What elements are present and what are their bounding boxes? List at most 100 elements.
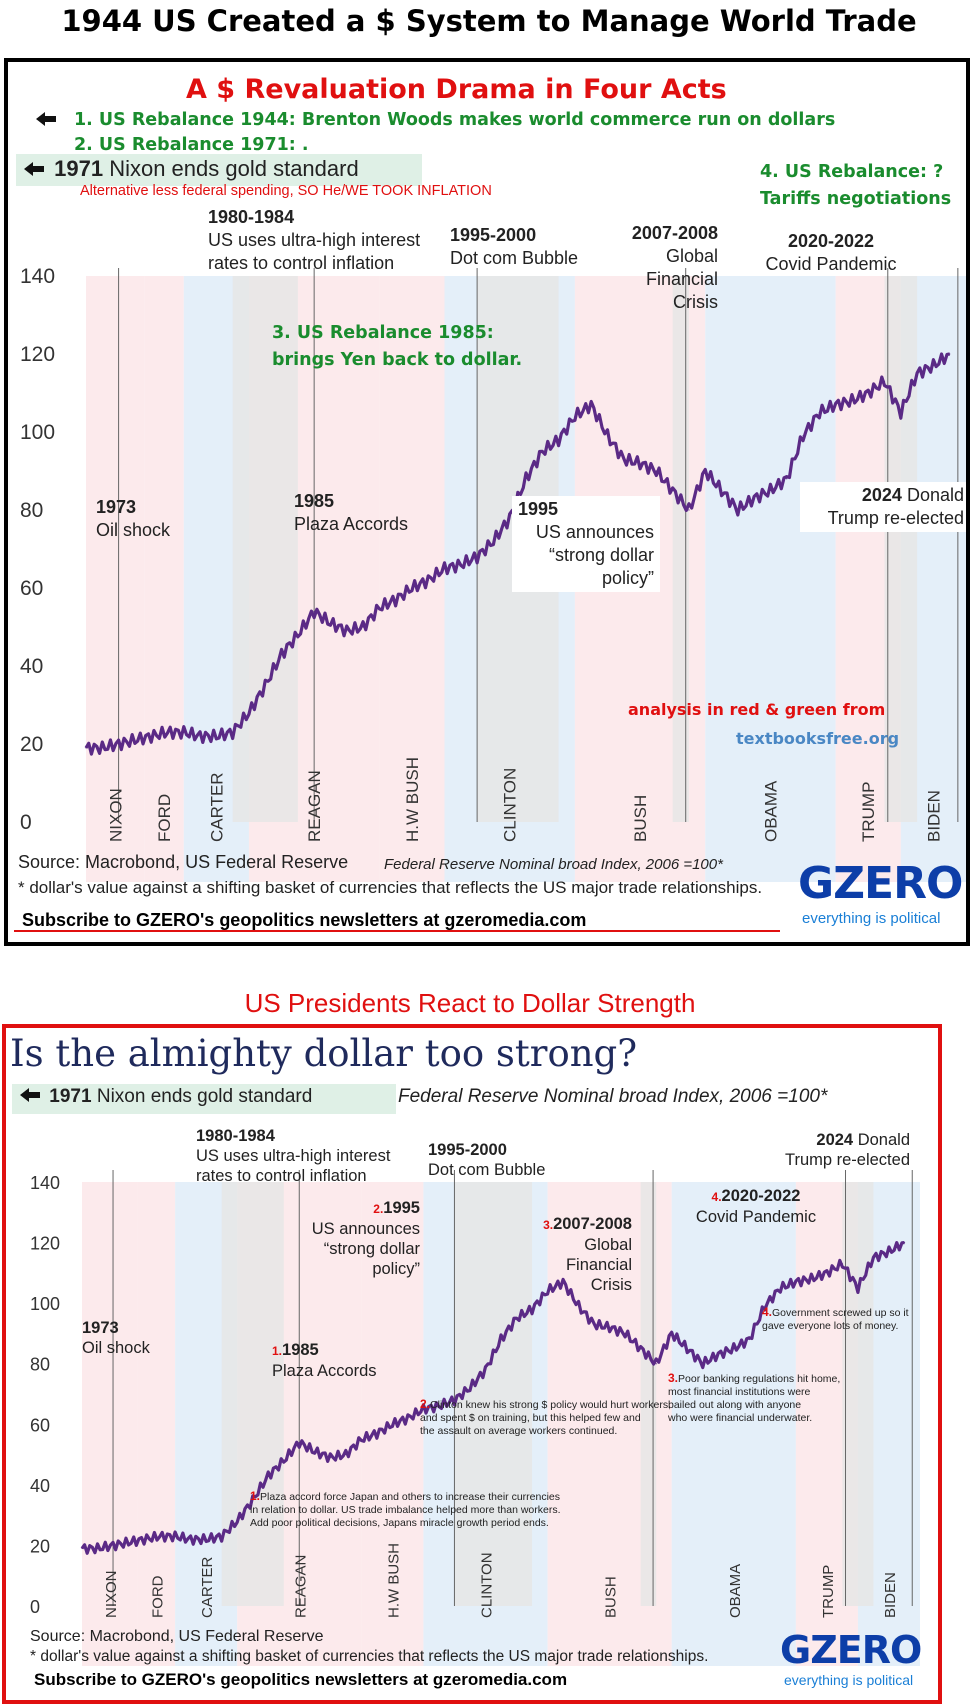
president-label: CLINTON — [501, 768, 520, 842]
data-point — [267, 1475, 269, 1477]
data-point — [949, 353, 951, 355]
data-point — [737, 509, 739, 511]
president-label: NIXON — [103, 1570, 120, 1618]
data-point — [378, 606, 380, 609]
data-point — [174, 1535, 176, 1537]
act3-line1: 3. US Rebalance 1985: — [272, 323, 494, 343]
analysis-site: textbooksfree.org — [736, 729, 900, 748]
c2-anno-1985: 1.1985 Plaza Accords — [272, 1340, 377, 1381]
c2-anno-1973: 1973 Oil shock — [82, 1318, 150, 1358]
anno-1973-year: 1973 — [96, 497, 137, 517]
data-point — [688, 509, 690, 511]
data-point — [134, 739, 136, 741]
data-point — [183, 731, 185, 733]
anno-1995-2000: 1995-2000 Dot com Bubble — [450, 224, 578, 270]
c2-anno-2007-l2: Financial — [565, 1256, 632, 1274]
data-point — [85, 747, 87, 749]
president-band — [144, 276, 184, 882]
c2-anno-1973-text: Oil shock — [82, 1339, 150, 1357]
anno-1995-l2: “strong dollar — [548, 545, 654, 565]
president-label: FORD — [149, 1575, 166, 1618]
c2-anno-1995-year: 1995 — [383, 1199, 420, 1217]
data-point — [360, 1438, 362, 1441]
anno-1995: 1995 US announces “strong dollar policy” — [512, 496, 660, 592]
c2-note4-l2: gave everyone lots of money. — [762, 1320, 899, 1332]
data-point — [546, 1290, 549, 1292]
c2-note1-l2: in relation to dollar. US trade imbalanc… — [250, 1504, 561, 1516]
gzero-logo-2: GZERO — [780, 1628, 922, 1672]
data-point — [476, 556, 478, 558]
data-point — [101, 747, 103, 749]
c2-footnote: * dollar's value against a shifting bask… — [30, 1648, 709, 1665]
data-point — [623, 458, 625, 460]
c2-note3-l3: bailed out along with anyone — [668, 1399, 802, 1411]
data-point — [127, 1541, 130, 1543]
anno-2007-l3: Crisis — [673, 292, 718, 312]
data-point — [764, 1305, 766, 1307]
c2-anno-2007-year: 2007-2008 — [553, 1215, 632, 1233]
anno-1973-text: Oil shock — [96, 520, 171, 540]
analysis-credit: analysis in red & green from — [628, 700, 886, 719]
data-point — [574, 415, 576, 417]
c2-anno-1980-l1: US uses ultra-high interest — [196, 1147, 391, 1165]
data-point — [283, 1460, 285, 1462]
data-point — [280, 653, 283, 655]
anno-2024: 2024 Donald Trump re-elected — [800, 482, 966, 532]
data-point — [686, 1347, 688, 1350]
data-point — [298, 1441, 300, 1444]
data-point — [872, 1257, 875, 1259]
c2-anno-2024-l1: Donald — [857, 1131, 910, 1149]
anno-1985-text: Plaza Accords — [294, 514, 409, 534]
y-tick-label: 80 — [30, 1355, 50, 1375]
y-tick-label: 100 — [30, 1294, 60, 1314]
subscribe-link[interactable]: Subscribe to GZERO's geopolitics newslet… — [22, 910, 587, 930]
president-label: REAGAN — [292, 1555, 309, 1618]
data-point — [888, 1251, 890, 1253]
data-point — [215, 735, 217, 737]
data-point — [345, 1453, 347, 1456]
y-tick-label: 140 — [30, 1173, 60, 1193]
president-label: OBAMA — [727, 1564, 744, 1618]
data-point — [769, 489, 772, 492]
data-point — [802, 435, 804, 437]
data-point — [903, 1241, 906, 1244]
c2-note1-l3: Add poor political decisions, Japans mir… — [250, 1517, 549, 1529]
c2-anno-1995-num: 2. — [373, 1202, 384, 1216]
president-label: BUSH — [603, 1576, 620, 1618]
president-band — [705, 276, 836, 882]
data-point — [96, 1547, 99, 1550]
c2-subscribe-link[interactable]: Subscribe to GZERO's geopolitics newslet… — [34, 1670, 568, 1689]
subtitle: US Presidents React to Dollar Strength — [244, 988, 696, 1018]
y-tick-label: 0 — [30, 1597, 40, 1617]
data-point — [531, 1308, 533, 1310]
act1-label: 1. US Rebalance 1944: Brenton Woods make… — [74, 110, 836, 130]
data-point — [443, 567, 446, 570]
data-point — [841, 1263, 844, 1265]
drama-title: A $ Revaluation Drama in Four Acts — [186, 74, 727, 105]
data-point — [779, 1287, 781, 1289]
dollar-index-line — [84, 352, 950, 756]
anno-1995-l1: US announces — [535, 522, 654, 542]
c2-anno-1980-year: 1980-1984 — [196, 1127, 275, 1145]
data-point — [329, 1457, 331, 1459]
data-point — [753, 497, 755, 499]
c2-note3-l2: most financial institutions were — [668, 1386, 811, 1398]
data-point — [509, 517, 511, 519]
gzero-tagline-2: everything is political — [784, 1672, 914, 1688]
event-shade — [232, 276, 298, 822]
index-note-2: Federal Reserve Nominal broad Index, 200… — [398, 1086, 828, 1107]
data-point — [346, 630, 348, 632]
data-point — [720, 489, 723, 492]
data-point — [851, 400, 853, 402]
y-tick-label: 40 — [20, 655, 43, 678]
y-tick-label: 0 — [20, 811, 32, 834]
index-note: Federal Reserve Nominal broad Index, 200… — [384, 856, 723, 873]
data-point — [376, 1432, 378, 1434]
c2-anno-2020: 4.2020-2022 Covid Pandemic — [686, 1186, 826, 1227]
c2-note-4: 4.Government screwed up so it gave every… — [762, 1306, 909, 1333]
c2-anno-1995-l3: policy” — [372, 1260, 420, 1278]
chart2-title: Is the almighty dollar too strong? — [10, 1032, 638, 1075]
c2-anno-1995-2000: 1995-2000 Dot com Bubble — [428, 1140, 545, 1180]
c2-note-3: 3.Poor banking regulations hit home, mos… — [668, 1372, 840, 1425]
